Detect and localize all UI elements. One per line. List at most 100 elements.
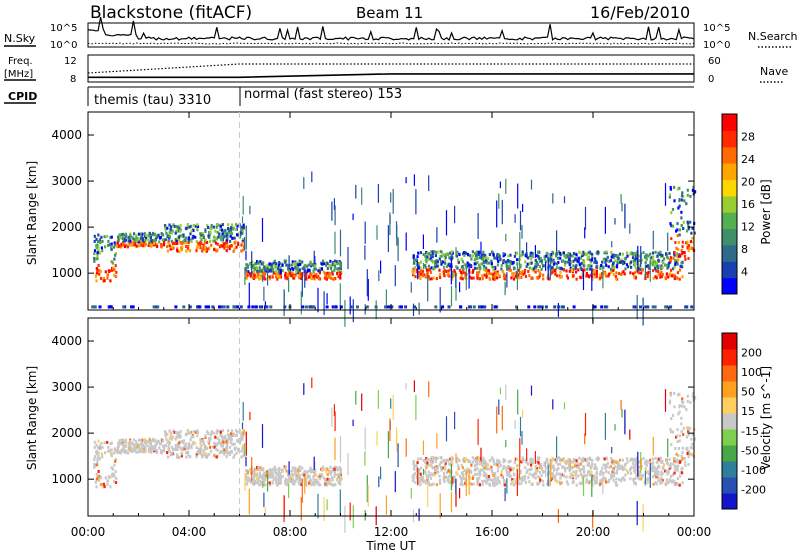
power-streak [477,213,479,239]
velocity-streak [344,506,346,533]
velocity-echo [635,459,638,463]
power-echo [115,243,119,247]
power-echo [521,250,524,254]
velocity-echo [595,478,598,482]
power-echo [492,266,495,270]
velocity-echo [181,448,184,452]
power-echo [512,260,515,264]
power-echo [587,264,590,268]
power-echo [99,241,102,245]
power-streak [352,299,354,323]
power-echo [267,264,270,268]
velocity-echo [675,435,678,439]
velocity-echo [275,471,278,475]
power-echo [436,264,439,268]
power-echo [670,237,673,241]
power-echo [428,277,431,281]
velocity-echo [507,460,510,464]
power-echo [418,270,421,274]
power-echo [318,269,321,273]
power-echo [487,269,491,273]
power-echo [206,240,209,244]
velocity-echo [496,463,499,467]
power-colorbar-label: Power [dB] [759,179,773,244]
power-echo [275,265,278,269]
velocity-streak [436,433,438,449]
power-ground-echo [651,305,655,309]
power-echo [187,241,190,245]
velocity-echo [654,466,657,470]
velocity-echo [175,445,178,449]
velocity-echo [187,443,190,447]
nave-tick-60: 60 [708,56,721,67]
velocity-echo [484,475,487,479]
power-echo [175,225,178,229]
velocity-streak [667,438,669,458]
velocity-echo [595,466,598,470]
power-ground-echo [197,305,201,309]
power-colorbar-tick-label: 12 [741,221,755,234]
power-echo [567,256,570,260]
power-echo [275,269,278,273]
power-echo [485,275,488,279]
velocity-colorbar-tick-label: -15 [741,425,759,438]
power-echo [146,234,149,238]
power-echo [178,235,181,239]
power-ground-echo [331,305,335,309]
power-echo [659,275,662,279]
velocity-echo [651,468,655,472]
velocity-echo [199,452,202,456]
velocity-echo [652,461,655,465]
power-streak [331,201,333,221]
velocity-echo [567,462,570,466]
velocity-echo [536,482,539,485]
velocity-echo [485,462,488,466]
velocity-echo [609,465,613,469]
power-echo [623,272,626,276]
power-echo [579,276,582,280]
power-echo [440,250,443,254]
velocity-echo [294,472,297,476]
power-echo [645,257,648,261]
power-echo [555,274,558,278]
power-echo [481,253,484,257]
velocity-echo [661,471,664,475]
velocity-echo [242,444,245,448]
velocity-echo [531,461,534,465]
velocity-echo [148,446,151,450]
power-echo [655,267,658,270]
velocity-streak [352,419,354,427]
velocity-echo [215,430,218,433]
velocity-echo [417,470,420,474]
velocity-echo [490,456,494,460]
power-echo [496,270,499,274]
velocity-echo [333,470,337,474]
power-echo [226,245,230,249]
velocity-echo [686,452,689,455]
power-echo [245,271,248,275]
power-echo [663,257,666,261]
power-echo [676,222,679,226]
power-echo [660,275,664,278]
power-echo [669,187,672,191]
power-echo [141,243,144,247]
power-echo [685,229,689,233]
power-echo [416,255,419,259]
power-echo [476,266,479,270]
power-echo [129,243,132,247]
velocity-echo [435,456,438,460]
power-streak [439,287,441,313]
velocity-echo [530,463,533,467]
power-echo [183,238,186,242]
velocity-streak [242,402,244,421]
power-echo [669,256,672,260]
velocity-echo [333,475,336,478]
power-echo [227,227,230,230]
power-ground-echo [603,305,607,309]
power-echo [661,265,664,269]
power-echo [445,252,448,256]
velocity-echo [537,460,540,464]
power-echo [686,240,689,244]
power-streak [496,200,498,228]
velocity-echo [602,463,605,467]
